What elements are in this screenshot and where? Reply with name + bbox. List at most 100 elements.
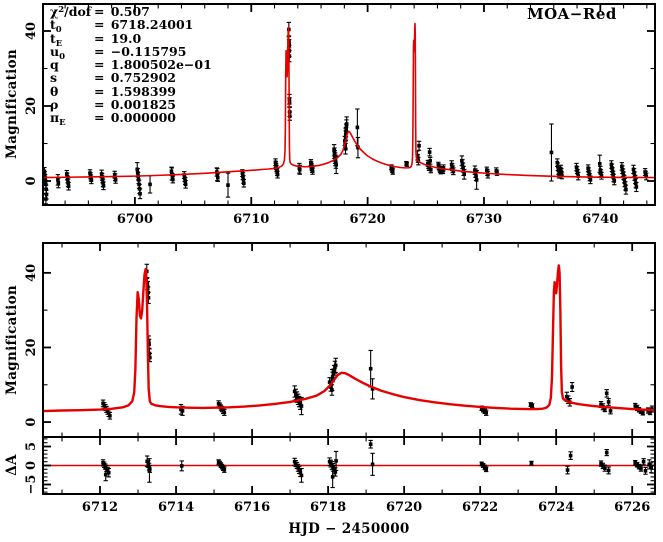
- data-point: [333, 467, 338, 477]
- data-point: [147, 175, 153, 194]
- data-point: [427, 147, 432, 157]
- data-point: [568, 451, 573, 460]
- data-point: [623, 184, 629, 195]
- data-point: [310, 167, 315, 175]
- data-point: [222, 408, 227, 416]
- data-point: [643, 466, 648, 475]
- data-point: [66, 181, 71, 191]
- fit-param-value: 0.752902: [110, 70, 176, 86]
- data-point: [604, 448, 609, 457]
- y-tick-label: 0: [24, 176, 39, 185]
- y-tick-label: 40: [24, 22, 39, 40]
- model-curve: [43, 264, 655, 413]
- data-point: [355, 108, 360, 147]
- data-point: [559, 171, 565, 180]
- axis-ticks: [43, 243, 655, 437]
- y-tick-label: 20: [24, 338, 39, 356]
- y-tick-label: 0: [24, 461, 39, 470]
- x-tick-label: 6700: [117, 212, 153, 227]
- data-point: [606, 466, 611, 475]
- data-point: [0, 421, 2, 428]
- data-point: [441, 164, 446, 172]
- data-point: [43, 193, 49, 205]
- data-point: [332, 360, 338, 374]
- data-point: [101, 181, 106, 191]
- y-tick-label: −5: [24, 475, 39, 495]
- data-point: [390, 168, 395, 175]
- data-point: [644, 172, 649, 181]
- data-point: [604, 389, 609, 398]
- data-point: [416, 140, 422, 151]
- y-tick-label: 0: [24, 418, 39, 427]
- fit-param-value: 0.000000: [110, 110, 176, 126]
- fit-param-row-theta: θ = 1.598399: [50, 83, 176, 99]
- data-point: [147, 458, 152, 483]
- data-point: [529, 460, 534, 466]
- data-point: [565, 465, 570, 475]
- x-tick-label: 6712: [82, 500, 118, 515]
- panel-res: 6712 6714 6716 6718 6720 6722 6724 6726 −5 0 5: [24, 436, 656, 515]
- data-point: [569, 381, 575, 393]
- data-point: [215, 173, 220, 182]
- data-point: [640, 409, 646, 416]
- data-point: [451, 167, 456, 176]
- fit-param-value: 19.0: [110, 30, 142, 46]
- data-point: [647, 459, 652, 470]
- panel-frame: [42, 242, 656, 438]
- axis-ticks: [43, 437, 655, 494]
- data-point: [241, 178, 247, 188]
- data-point: [530, 403, 535, 409]
- x-tick-label: 6718: [310, 500, 346, 515]
- tick-labels: 6712 6714 6716 6718 6720 6722 6724 6726 −5 0 5: [24, 442, 650, 515]
- fit-param-row-rho: ρ = 0.001825: [50, 97, 176, 113]
- panel-frame: [42, 3, 656, 206]
- data-point: [602, 464, 608, 472]
- y-tick-label: 20: [24, 97, 39, 115]
- x-tick-label: 6720: [350, 212, 386, 227]
- tick-labels: 0 20 40: [24, 264, 39, 427]
- data-point: [549, 123, 554, 182]
- dataset-label: MOA−Red: [527, 5, 617, 23]
- data-point: [370, 452, 375, 476]
- data-point: [297, 164, 302, 175]
- x-tick-label: 6722: [462, 500, 498, 515]
- data-points: [0, 263, 655, 428]
- x-tick-label: 6716: [234, 500, 270, 515]
- panel-top: 6700 6710 6720 6730 6740 0 20 40: [24, 3, 656, 227]
- y-axis-title-residuals: ΔA: [4, 454, 20, 476]
- fit-param-row-tE: tE = 19.0: [50, 30, 142, 49]
- fit-param-value: 1.800502e−01: [110, 57, 212, 73]
- data-point: [183, 180, 188, 189]
- fit-param-value: 0.507: [110, 4, 150, 19]
- data-point: [474, 169, 479, 190]
- data-point: [179, 460, 184, 472]
- x-tick-label: 6726: [614, 500, 650, 515]
- data-point: [641, 458, 646, 466]
- data-points: [100, 439, 654, 489]
- data-point: [170, 175, 176, 184]
- data-point: [103, 467, 108, 482]
- y-tick-label: 5: [24, 442, 39, 451]
- fit-param-row-q: q = 1.800502e−01: [50, 57, 212, 73]
- fit-parameters-box: χ2/dof = 0.507 t0 = 6718.24001 tE = 19.0 u0 = −…: [50, 4, 212, 128]
- data-point: [484, 409, 489, 416]
- x-tick-label: 6730: [466, 212, 502, 227]
- y-axis-title-zoom: Magnification: [4, 285, 20, 395]
- data-point: [428, 156, 433, 165]
- data-point: [485, 170, 491, 179]
- data-point: [333, 357, 338, 374]
- x-tick-label: 6724: [538, 500, 574, 515]
- fit-param-value: 0.001825: [110, 97, 176, 113]
- data-point: [355, 136, 361, 159]
- data-point: [333, 450, 339, 471]
- x-axis-title: HJD − 2450000: [288, 521, 409, 537]
- model-curve: [43, 22, 655, 179]
- data-point: [638, 465, 644, 472]
- fit-param-row-s: s = 0.752902: [50, 70, 176, 86]
- data-point: [137, 188, 143, 200]
- x-tick-label: 6710: [233, 212, 269, 227]
- data-point: [599, 171, 604, 180]
- data-point: [484, 466, 489, 473]
- data-point: [370, 378, 375, 400]
